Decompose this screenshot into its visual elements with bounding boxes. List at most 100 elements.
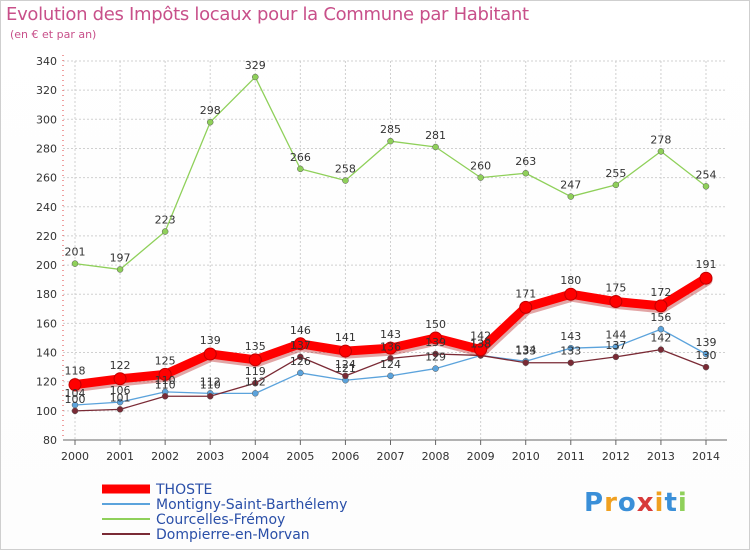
data-label: 254	[696, 168, 717, 181]
data-label: 201	[65, 246, 86, 259]
chart-subtitle: (en € et par an)	[10, 28, 97, 41]
data-label: 142	[470, 330, 491, 343]
data-point	[702, 183, 710, 190]
chart-title: Evolution des Impôts locaux pour la Comm…	[6, 4, 529, 25]
x-tick-label: 2012	[602, 450, 630, 463]
legend-entry: Montigny-Saint-Barthélemy	[156, 497, 347, 513]
data-label: 124	[335, 358, 356, 371]
x-tick-label: 2014	[692, 450, 720, 463]
data-label: 100	[65, 393, 86, 406]
data-label: 112	[200, 375, 221, 388]
data-label: 139	[696, 336, 717, 349]
data-label: 156	[650, 311, 671, 324]
y-tick-label: 80	[43, 434, 57, 447]
data-point	[161, 228, 169, 235]
data-label: 104	[65, 387, 86, 400]
data-label: 260	[470, 160, 491, 173]
data-label: 110	[155, 374, 176, 387]
data-point	[522, 359, 529, 366]
data-label: 258	[335, 163, 356, 176]
data-point	[116, 266, 124, 273]
data-point	[657, 325, 665, 333]
x-tick-label: 2002	[151, 450, 179, 463]
y-tick-label: 320	[36, 84, 57, 97]
x-tick-label: 2011	[557, 450, 585, 463]
data-label: 110	[200, 378, 221, 391]
data-point	[519, 300, 533, 314]
data-label: 129	[425, 351, 446, 364]
data-point	[297, 369, 304, 377]
legend-entry: Dompierre-en-Morvan	[156, 527, 310, 543]
data-label: 125	[155, 354, 176, 367]
data-point	[387, 372, 394, 380]
y-tick-label: 200	[36, 259, 57, 272]
data-point	[564, 287, 578, 301]
data-point	[432, 143, 439, 151]
data-label: 150	[425, 318, 446, 331]
x-tick-label: 2006	[331, 450, 359, 463]
x-tick-label: 2010	[512, 450, 540, 463]
x-tick-label: 2005	[286, 450, 314, 463]
data-label: 278	[650, 133, 671, 146]
data-point	[161, 393, 169, 400]
data-label: 130	[696, 349, 717, 362]
x-tick-label: 2007	[377, 450, 405, 463]
data-point	[612, 353, 620, 361]
y-tick-label: 340	[36, 55, 57, 68]
data-label: 180	[560, 274, 581, 287]
data-point	[384, 341, 397, 355]
data-point	[252, 73, 259, 81]
y-tick-label: 220	[36, 230, 57, 243]
data-label: 106	[110, 384, 131, 397]
data-point	[654, 299, 668, 313]
data-point	[252, 390, 259, 397]
data-point	[429, 331, 443, 345]
data-point	[702, 350, 710, 358]
data-point	[338, 344, 352, 358]
data-label: 121	[335, 362, 356, 375]
y-tick-label: 300	[36, 113, 57, 126]
y-tick-label: 100	[36, 405, 57, 418]
data-label: 266	[290, 151, 311, 164]
data-label: 281	[425, 129, 446, 142]
y-tick-label: 120	[36, 376, 57, 389]
data-label: 255	[605, 167, 626, 180]
data-point	[293, 337, 307, 351]
data-point	[116, 398, 124, 406]
data-label: 171	[515, 287, 536, 300]
data-point	[567, 193, 575, 200]
data-label: 329	[245, 59, 266, 72]
data-point	[71, 260, 79, 267]
x-tick-label: 2000	[61, 450, 89, 463]
data-label: 138	[470, 337, 491, 350]
data-label: 118	[65, 365, 86, 378]
data-label: 143	[560, 330, 581, 343]
x-tick-label: 2009	[467, 450, 495, 463]
data-point	[116, 406, 124, 413]
data-point	[248, 353, 262, 367]
data-label: 137	[290, 339, 311, 352]
data-point	[477, 174, 484, 181]
y-tick-label: 140	[36, 347, 57, 360]
data-point	[252, 379, 259, 387]
data-point	[113, 372, 127, 386]
data-label: 101	[110, 391, 131, 404]
x-tick-label: 2004	[241, 450, 269, 463]
data-point	[432, 365, 439, 372]
data-label: 139	[425, 336, 446, 349]
y-tick-label: 160	[36, 317, 57, 330]
data-label: 175	[605, 282, 626, 295]
data-label: 135	[245, 340, 266, 353]
data-point	[474, 343, 488, 357]
data-point	[657, 346, 665, 353]
data-label: 136	[380, 340, 401, 353]
data-point	[297, 353, 304, 361]
data-point	[702, 363, 710, 371]
data-label: 146	[290, 324, 311, 337]
data-point	[203, 347, 217, 361]
y-tick-label: 180	[36, 288, 57, 301]
data-point	[158, 367, 172, 381]
data-label: 144	[605, 329, 626, 342]
y-tick-label: 260	[36, 172, 57, 185]
data-label: 126	[290, 355, 311, 368]
